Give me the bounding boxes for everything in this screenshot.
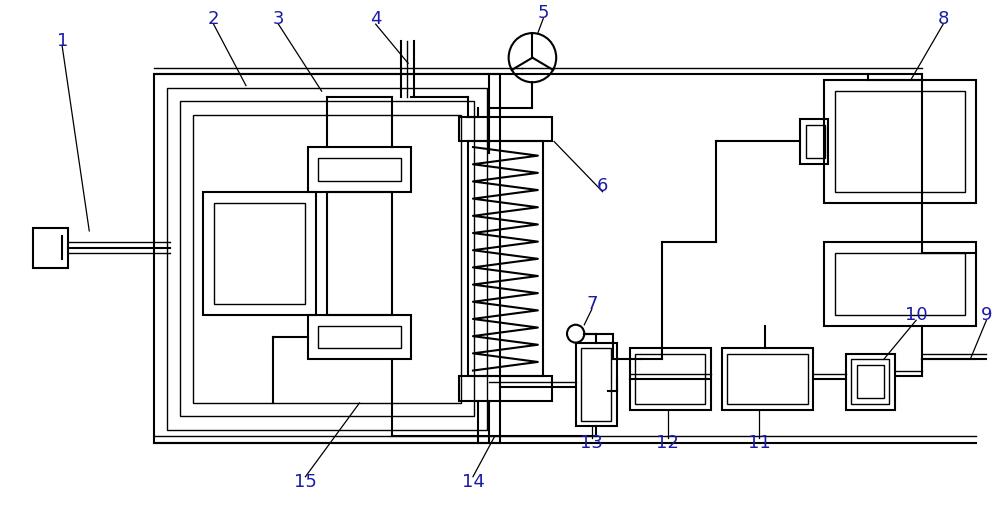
Bar (318, 326, 401, 348)
Bar (308, 314, 411, 360)
Bar (846, 354, 895, 410)
Bar (857, 365, 884, 399)
Text: 1: 1 (57, 32, 68, 50)
Bar (824, 80, 976, 203)
Bar (180, 101, 474, 417)
Bar (193, 115, 461, 403)
Text: 6: 6 (597, 177, 608, 195)
Bar (33, 228, 68, 268)
Text: 10: 10 (905, 306, 927, 324)
Text: 11: 11 (748, 434, 771, 452)
Bar (630, 348, 711, 410)
Text: 5: 5 (537, 4, 549, 22)
Bar (635, 354, 705, 404)
Text: 14: 14 (462, 473, 484, 491)
Bar (727, 354, 808, 404)
Bar (203, 192, 316, 314)
Bar (835, 253, 965, 314)
Bar (214, 203, 305, 304)
Bar (800, 119, 828, 164)
Text: 8: 8 (937, 10, 949, 28)
Bar (308, 147, 411, 192)
Bar (468, 142, 543, 376)
Bar (835, 91, 965, 192)
Text: 15: 15 (294, 473, 317, 491)
Text: 3: 3 (273, 10, 284, 28)
Text: 9: 9 (981, 306, 992, 324)
Text: 7: 7 (586, 294, 598, 312)
Text: 2: 2 (208, 10, 219, 28)
Bar (851, 360, 889, 404)
Text: 12: 12 (656, 434, 679, 452)
Bar (581, 348, 611, 421)
Bar (154, 74, 500, 443)
Bar (722, 348, 813, 410)
Bar (824, 242, 976, 326)
Text: 4: 4 (370, 10, 381, 28)
Text: 13: 13 (580, 434, 603, 452)
Bar (167, 88, 487, 430)
Bar (576, 343, 617, 426)
Bar (318, 158, 401, 181)
Bar (327, 192, 392, 314)
Bar (459, 376, 552, 401)
Bar (806, 125, 825, 158)
Bar (459, 117, 552, 142)
